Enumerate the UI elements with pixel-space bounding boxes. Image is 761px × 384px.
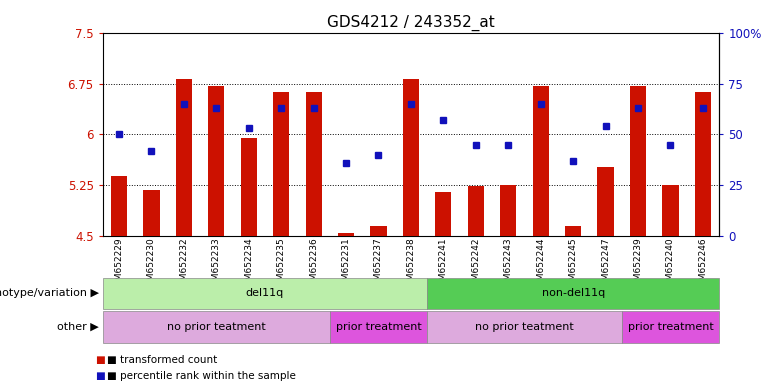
Text: prior treatment: prior treatment [628,322,713,332]
Text: ■ percentile rank within the sample: ■ percentile rank within the sample [107,371,295,381]
Bar [630,86,646,236]
Bar [403,79,419,236]
Bar [209,86,224,236]
Bar [371,226,387,236]
Bar [533,86,549,236]
Title: GDS4212 / 243352_at: GDS4212 / 243352_at [327,15,495,31]
Text: other ▶: other ▶ [57,322,99,332]
Text: genotype/variation ▶: genotype/variation ▶ [0,288,99,298]
Text: non-del11q: non-del11q [542,288,605,298]
Bar [111,177,127,236]
Bar [143,190,160,236]
Bar [273,92,289,236]
Bar [338,233,354,236]
Text: no prior teatment: no prior teatment [167,322,266,332]
Bar [240,138,256,236]
Bar [500,185,517,236]
Bar [176,79,192,236]
Text: ■: ■ [95,371,105,381]
Text: no prior teatment: no prior teatment [475,322,574,332]
Bar [468,186,484,236]
Bar [435,192,451,236]
Bar [695,92,711,236]
Bar [565,226,581,236]
Text: ■: ■ [95,355,105,365]
Bar [597,167,613,236]
Text: ■ transformed count: ■ transformed count [107,355,217,365]
Text: del11q: del11q [246,288,284,298]
Bar [662,185,679,236]
Bar [305,92,322,236]
Text: prior treatment: prior treatment [336,322,422,332]
